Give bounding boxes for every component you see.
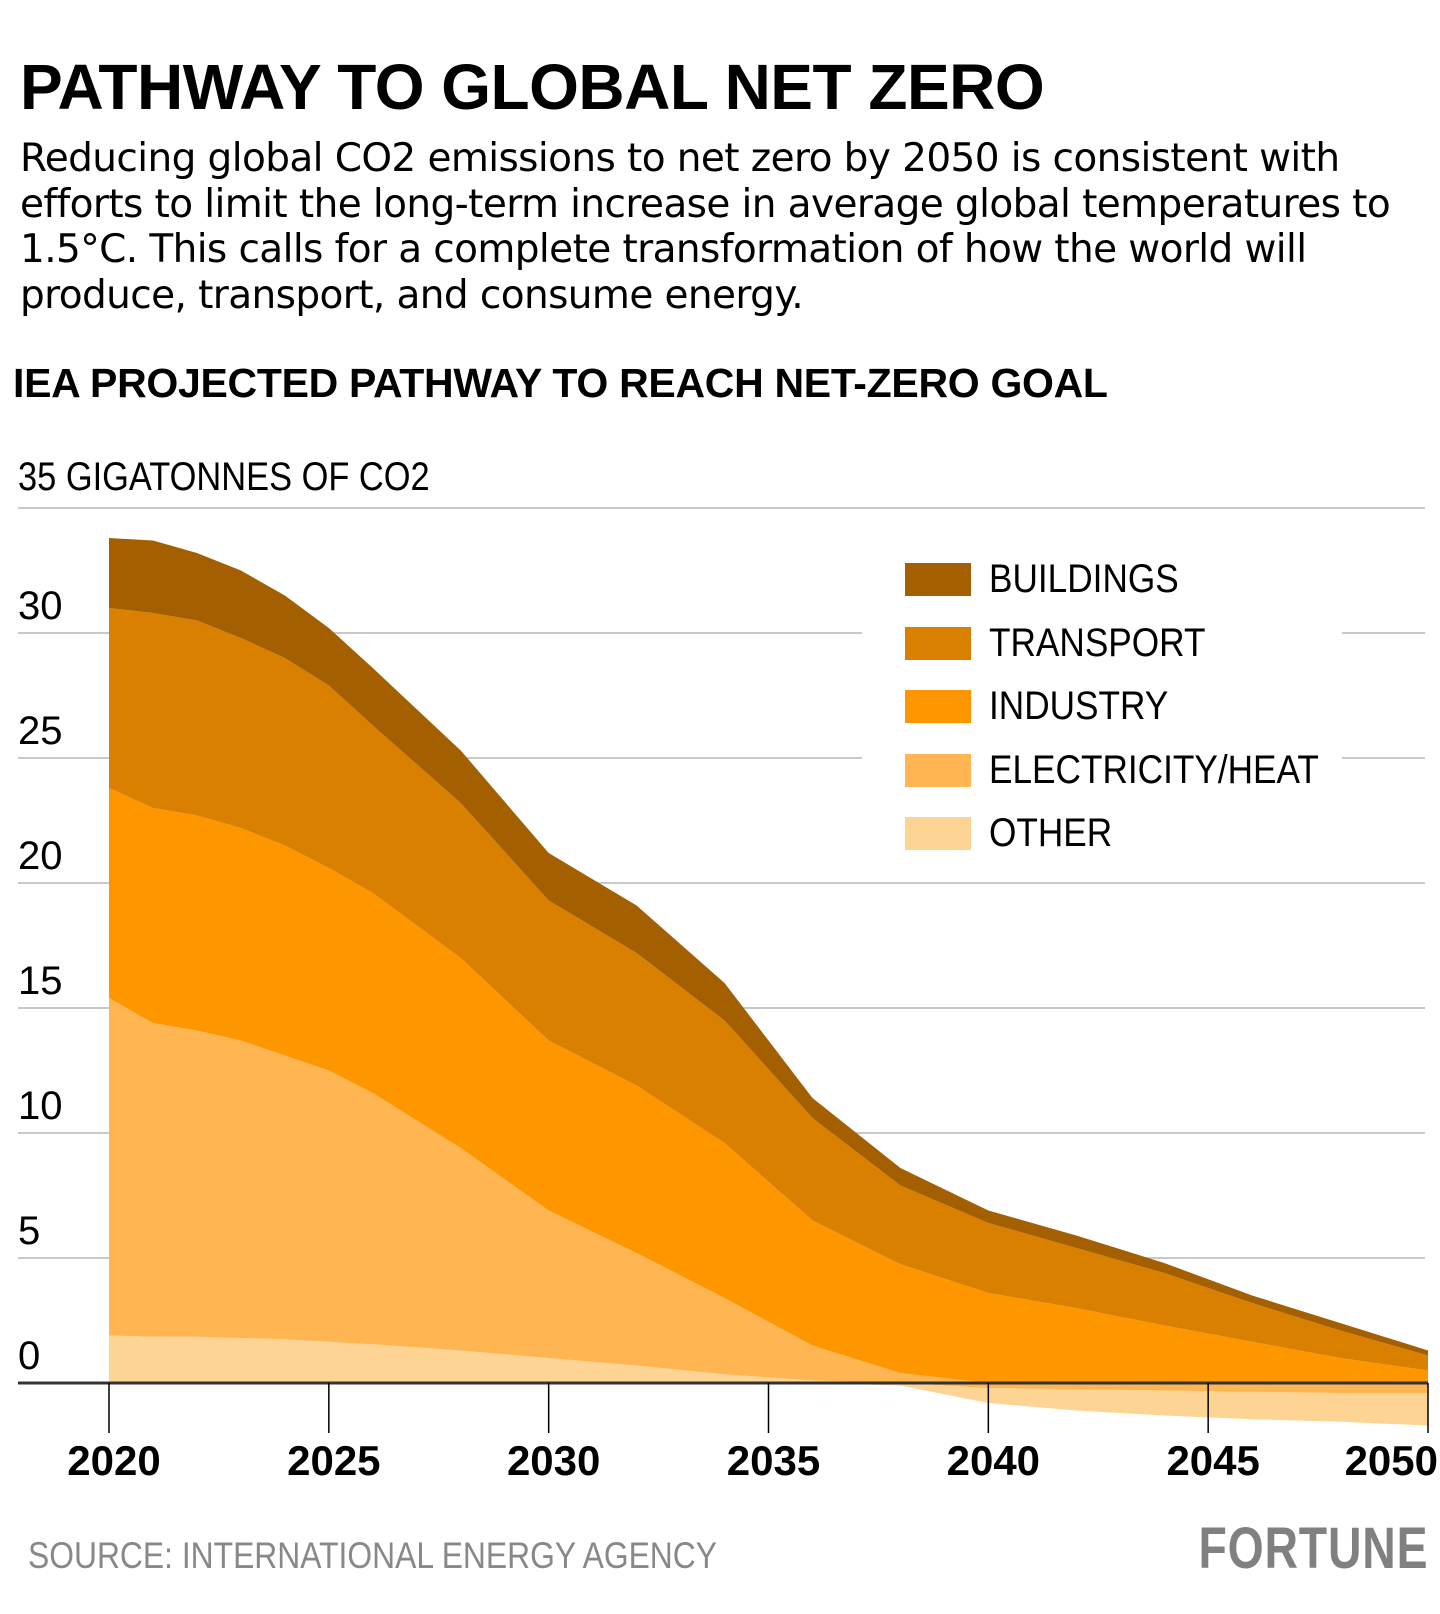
x-tick-label: 2040 [947, 1437, 1040, 1484]
y-tick-label: 15 [18, 959, 63, 1003]
y-tick-label: 5 [18, 1209, 40, 1253]
legend-swatch [905, 563, 971, 597]
y-axis-label: 35 GIGATONNES OF CO2 [18, 455, 430, 499]
area-buildings [109, 538, 1428, 1356]
chart-title: IEA PROJECTED PATHWAY TO REACH NET-ZERO … [13, 360, 1108, 406]
legend-item: TRANSPORT [905, 612, 1364, 676]
legend-label: OTHER [989, 811, 1113, 856]
y-tick-label: 10 [18, 1084, 63, 1128]
legend-swatch [905, 817, 971, 851]
legend: BUILDINGS TRANSPORT INDUSTRY ELECTRICITY/HE… [905, 548, 1364, 866]
area-electricity-heat [109, 998, 1428, 1393]
area-industry [109, 788, 1428, 1383]
y-tick-label: 20 [18, 834, 63, 878]
subtitle: Reducing global CO2 emissions to net zer… [20, 136, 1391, 318]
y-tick-label: 25 [18, 709, 63, 753]
fortune-logo: FORTUNE [1198, 1516, 1428, 1581]
legend-label: ELECTRICITY/HEAT [989, 747, 1319, 792]
legend-swatch [905, 690, 971, 724]
x-tick-label: 2030 [507, 1437, 600, 1484]
legend-item: BUILDINGS [905, 548, 1364, 612]
legend-item: OTHER [905, 802, 1364, 866]
legend-label: TRANSPORT [989, 620, 1206, 665]
source-note: SOURCE: INTERNATIONAL ENERGY AGENCY [28, 1535, 717, 1576]
legend-label: BUILDINGS [989, 557, 1179, 602]
x-tick-label: 2050 [1345, 1437, 1438, 1484]
page-title: PATHWAY TO GLOBAL NET ZERO [20, 51, 1045, 123]
area-other [109, 1335, 1428, 1426]
legend-item: ELECTRICITY/HEAT [905, 739, 1364, 803]
legend-label: INDUSTRY [989, 684, 1169, 729]
x-tick-label: 2045 [1166, 1437, 1259, 1484]
x-tick-label: 2020 [67, 1437, 160, 1484]
x-tick-label: 2025 [287, 1437, 380, 1484]
area-transport [109, 608, 1428, 1371]
x-tick-label: 2035 [727, 1437, 820, 1484]
y-tick-label: 0 [18, 1334, 40, 1378]
legend-item: INDUSTRY [905, 675, 1364, 739]
legend-swatch [905, 753, 971, 787]
y-tick-label: 30 [18, 584, 63, 628]
legend-swatch [905, 626, 971, 660]
